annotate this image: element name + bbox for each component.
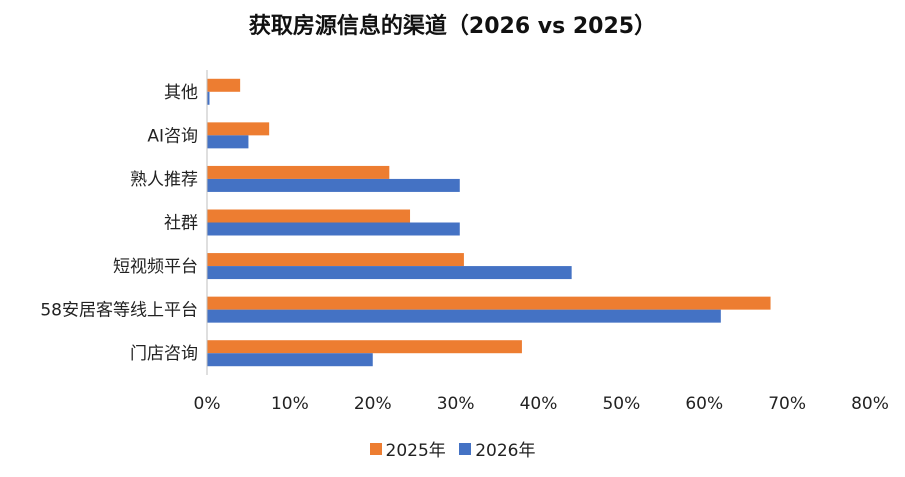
bar-2025-3 [207,209,411,223]
bar-2026-0 [207,91,210,105]
legend-swatch-2026 [459,442,472,455]
x-tick-label: 30% [437,394,475,414]
bar-2026-2 [207,178,460,192]
x-tick-labels: 0% 10% 20% 30% 40% 50% 60% 70% 80% [194,394,889,414]
category-label: 58安居客等线上平台 [40,301,198,321]
x-tick-label: 50% [602,394,640,414]
bar-2025-5 [207,296,771,310]
x-tick-label: 10% [271,394,309,414]
bar-2025-6 [207,340,522,354]
category-label: AI咨询 [147,126,198,146]
x-tick-label: 70% [768,394,806,414]
legend-swatch-2025 [369,442,382,455]
category-label: 社群 [164,214,198,234]
bar-2025-2 [207,165,390,179]
category-label: 其他 [164,83,198,103]
legend-label-2025: 2025年 [385,441,446,461]
category-label: 熟人推荐 [130,169,198,190]
legend-item-2025: 2025年 [369,436,446,461]
bar-2026-3 [207,222,460,236]
x-tick-label: 80% [851,394,889,414]
bar-2026-5 [207,309,721,323]
x-tick-label: 20% [354,394,392,414]
chart-title: 获取房源信息的渠道（2026 vs 2025） [248,14,657,39]
bar-2026-1 [207,135,249,149]
x-tick-label: 40% [520,394,558,414]
legend-item-2026: 2026年 [459,436,535,461]
bars-group [207,78,771,367]
bar-2025-1 [207,122,270,136]
x-tick-label: 0% [194,394,221,414]
legend: 2025年 2026年 [0,436,905,461]
bar-2026-6 [207,353,373,367]
bar-2025-0 [207,78,241,92]
category-label: 短视频平台 [113,257,198,277]
category-label: 门店咨询 [130,344,198,364]
x-tick-label: 60% [685,394,723,414]
bar-2026-4 [207,266,572,280]
bar-2025-4 [207,253,464,267]
legend-label-2026: 2026年 [475,441,536,461]
